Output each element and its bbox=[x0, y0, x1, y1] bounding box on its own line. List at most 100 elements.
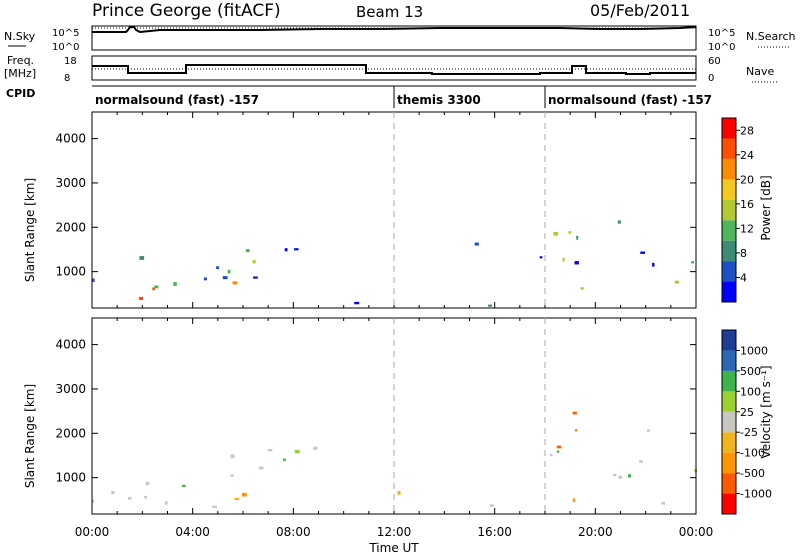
velocity-heatmap bbox=[92, 411, 697, 508]
power-cell bbox=[652, 262, 655, 267]
velocity-cell bbox=[646, 429, 650, 432]
velocity-colorbar-swatch bbox=[722, 391, 736, 412]
power-y-axis: 1000 2000 3000 4000 bbox=[55, 132, 696, 279]
y-tick-label: 3000 bbox=[55, 176, 86, 190]
noise-left-tick-top: 10^5 bbox=[52, 28, 79, 39]
power-cell bbox=[568, 231, 572, 234]
power-colorbar-swatch bbox=[722, 199, 736, 221]
power-cell bbox=[203, 277, 207, 281]
power-cell bbox=[92, 278, 95, 282]
velocity-cell bbox=[258, 466, 264, 470]
velocity-cell bbox=[618, 475, 622, 479]
power-cell bbox=[216, 266, 220, 270]
velocity-cell bbox=[556, 445, 562, 449]
velocity-cell bbox=[572, 498, 576, 503]
cpid-label: CPID bbox=[6, 87, 35, 100]
x-tick-label: 16:00 bbox=[477, 525, 512, 539]
velocity-cell bbox=[230, 454, 235, 459]
velocity-cell bbox=[612, 474, 617, 477]
power-cell bbox=[284, 248, 288, 252]
y-tick-label: 4000 bbox=[55, 338, 86, 352]
power-cell bbox=[294, 248, 299, 251]
x-tick-label: 12:00 bbox=[377, 525, 412, 539]
velocity-colorbar-tick-label: -100 bbox=[740, 447, 765, 460]
velocity-panel-bg bbox=[92, 318, 696, 514]
power-cell bbox=[539, 256, 543, 259]
freq-panel-frame bbox=[91, 55, 697, 81]
power-colorbar-swatch bbox=[722, 261, 736, 282]
velocity-colorbar-swatch bbox=[722, 330, 736, 351]
power-cell bbox=[474, 242, 479, 246]
velocity-cell bbox=[241, 492, 247, 497]
velocity-cell bbox=[294, 449, 300, 454]
power-colorbar-tick-label: 28 bbox=[740, 124, 754, 137]
nave-right-tick-bottom: 0 bbox=[708, 73, 714, 84]
velocity-colorbar-frame bbox=[721, 329, 737, 515]
freq-label-line2: [MHz] bbox=[4, 67, 36, 80]
power-cell bbox=[232, 281, 238, 285]
power-cell bbox=[138, 296, 144, 300]
velocity-cell bbox=[234, 497, 240, 501]
noise-left-tick-bottom: 10^0 bbox=[52, 42, 79, 53]
power-colorbar-tick-label: 4 bbox=[740, 271, 747, 284]
power-colorbar: 4 8 12 16 20 24 28 bbox=[721, 117, 754, 303]
velocity-cell bbox=[490, 504, 494, 507]
power-ylabel: Slant Range [km] bbox=[23, 178, 37, 282]
power-cell bbox=[562, 257, 565, 262]
nave-label: Nave bbox=[746, 65, 774, 78]
velocity-cell bbox=[628, 474, 631, 478]
power-cell bbox=[139, 256, 145, 260]
velocity-cell bbox=[144, 495, 147, 499]
velocity-colorbar-tick-label: 500 bbox=[740, 365, 761, 378]
freq-label-line1: Freq. bbox=[7, 54, 34, 67]
velocity-colorbar-tick-label: 1000 bbox=[740, 344, 768, 357]
power-colorbar-swatch bbox=[722, 281, 736, 302]
power-cell bbox=[574, 261, 579, 265]
velocity-colorbar-label: Velocity [m s⁻¹] bbox=[759, 365, 773, 458]
beam-label: Beam 13 bbox=[356, 3, 423, 21]
power-colorbar-swatch bbox=[722, 158, 736, 180]
power-heatmap bbox=[92, 220, 694, 307]
velocity-colorbar-swatch bbox=[722, 370, 736, 392]
velocity-cell bbox=[127, 497, 132, 500]
velocity-colorbar-tick-label: 100 bbox=[740, 385, 761, 398]
power-cell bbox=[640, 251, 645, 254]
power-cell bbox=[576, 235, 579, 240]
x-tick-label: 08:00 bbox=[276, 525, 311, 539]
velocity-colorbar-tick-label: -1000 bbox=[740, 488, 772, 501]
time-x-axis: 00:00 04:00 08:00 12:00 16:00 20:00 00:00 bbox=[75, 112, 714, 539]
velocity-cell bbox=[575, 429, 578, 432]
velocity-colorbar-tick-label: -25 bbox=[740, 426, 758, 439]
power-cell bbox=[152, 287, 156, 291]
x-tick-label: 00:00 bbox=[679, 525, 714, 539]
power-colorbar-swatch bbox=[722, 179, 736, 200]
power-cell bbox=[222, 276, 228, 280]
y-tick-label: 2000 bbox=[55, 426, 86, 440]
velocity-colorbar-tick-label: 25 bbox=[740, 406, 754, 419]
velocity-y-axis: 1000 2000 3000 4000 bbox=[55, 338, 696, 485]
velocity-colorbar-swatch bbox=[722, 473, 736, 494]
freq-left-tick-bottom: 8 bbox=[64, 73, 70, 84]
cpid-segment-label: themis 3300 bbox=[397, 93, 481, 107]
velocity-cell bbox=[549, 453, 553, 457]
velocity-colorbar-tick-label: -500 bbox=[740, 467, 765, 480]
power-colorbar-tick-label: 20 bbox=[740, 173, 754, 186]
power-cell bbox=[617, 220, 621, 224]
power-cell bbox=[488, 304, 492, 307]
power-cell bbox=[173, 282, 177, 286]
velocity-cell bbox=[572, 411, 577, 415]
velocity-cell bbox=[661, 501, 665, 505]
velocity-cell bbox=[282, 458, 286, 461]
y-tick-label: 1000 bbox=[55, 471, 86, 485]
velocity-colorbar-swatch bbox=[722, 452, 736, 474]
x-tick-label: 00:00 bbox=[75, 525, 110, 539]
velocity-ylabel: Slant Range [km] bbox=[23, 384, 37, 488]
power-colorbar-tick-label: 12 bbox=[740, 222, 754, 235]
frequency-trace bbox=[92, 64, 696, 75]
velocity-cell bbox=[164, 501, 168, 505]
freq-left-tick-top: 18 bbox=[64, 56, 77, 67]
velocity-cell bbox=[182, 484, 186, 488]
power-colorbar-tick-label: 8 bbox=[740, 247, 747, 260]
velocity-colorbar-swatch bbox=[722, 493, 736, 514]
power-cell bbox=[674, 280, 680, 284]
